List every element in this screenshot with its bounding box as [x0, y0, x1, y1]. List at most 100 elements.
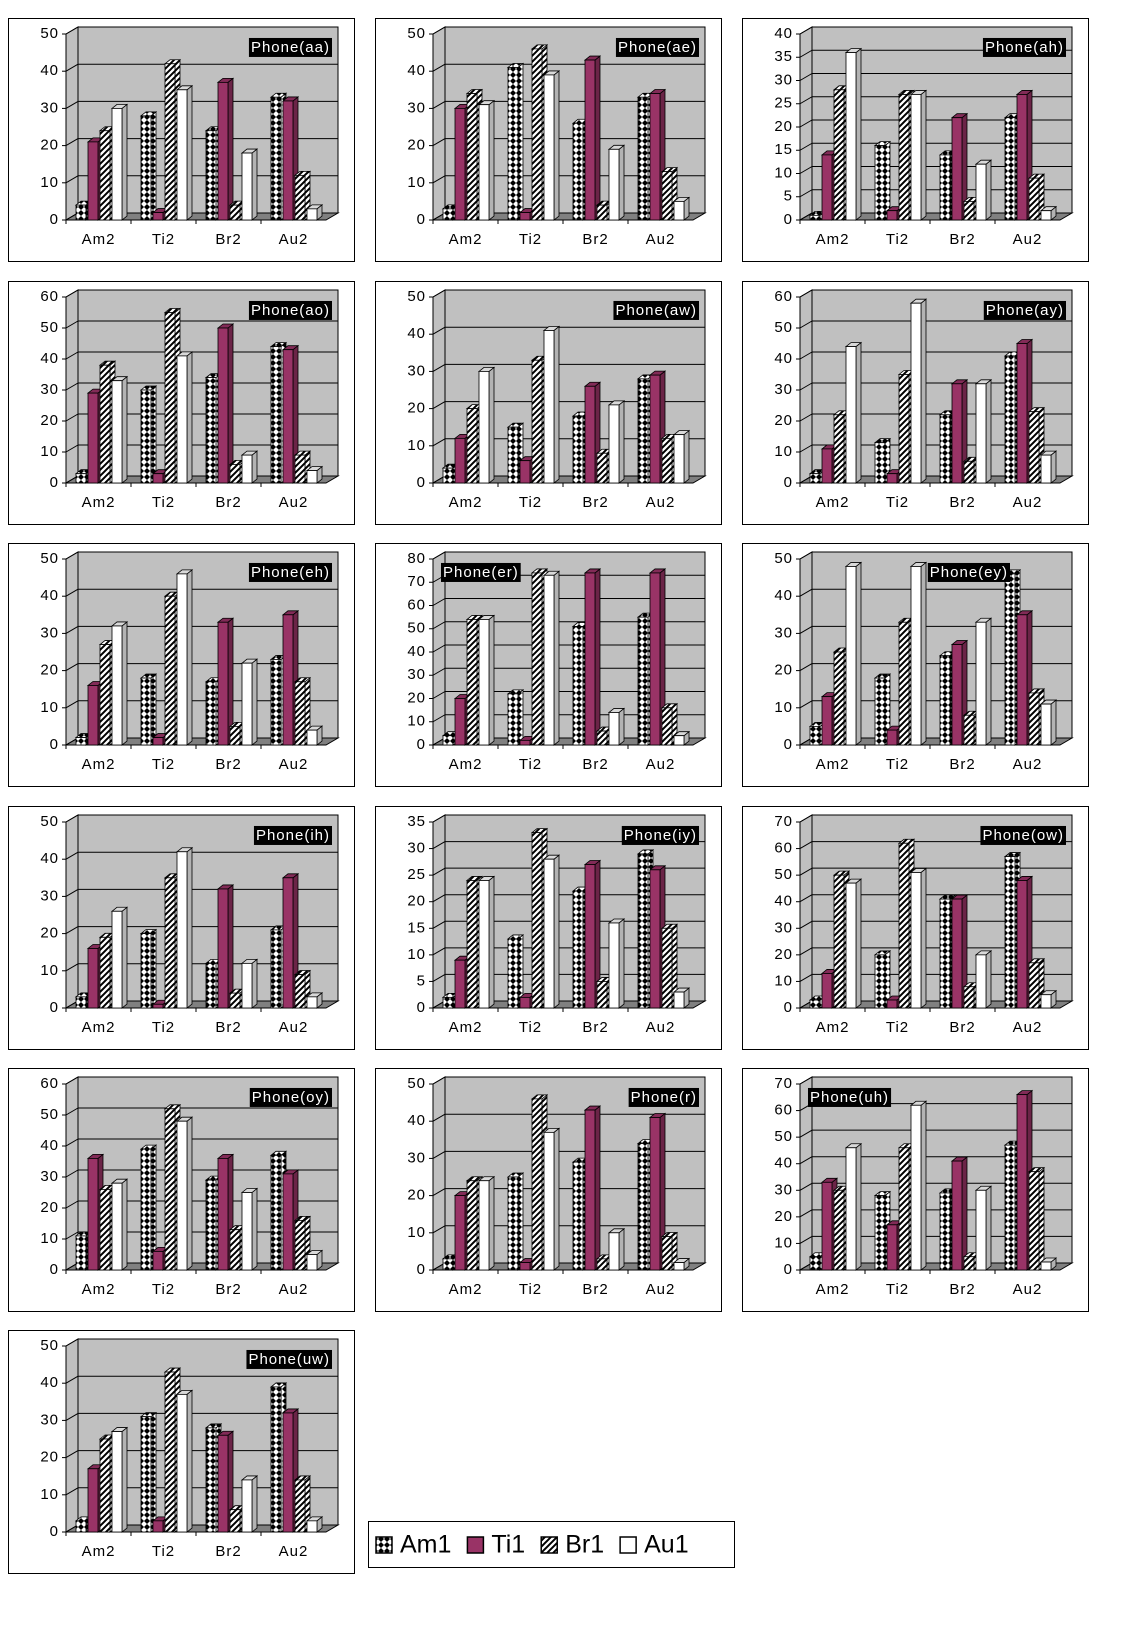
x-tick-label: Ti2 [152, 1543, 175, 1560]
bar-front [294, 1479, 306, 1533]
legend-swatch [466, 1536, 485, 1554]
bar-front [1028, 962, 1040, 1009]
bar [583, 55, 602, 221]
bar-side [251, 148, 258, 221]
bar-front [229, 463, 241, 484]
bar-front [99, 130, 111, 221]
legend-label: Am1 [400, 1531, 451, 1559]
bar-front [661, 171, 673, 221]
y-tick-label: 50 [774, 1128, 793, 1145]
y-tick-label: 40 [774, 1155, 793, 1172]
side-wall [799, 551, 813, 746]
bar-front [75, 1520, 87, 1533]
bar-front [75, 996, 87, 1009]
grid-line [799, 1129, 813, 1138]
bar-front [661, 927, 673, 1009]
grid-line [432, 667, 446, 676]
bar-front [270, 1154, 282, 1271]
y-tick-label: 50 [774, 319, 793, 336]
bar-front [1016, 614, 1028, 746]
y-tick-label: 30 [407, 99, 426, 116]
bar [1027, 1166, 1046, 1271]
bar-side [121, 1426, 128, 1533]
bar-front [951, 1160, 963, 1271]
bar-front [241, 152, 253, 221]
y-tick-label: 10 [407, 713, 426, 730]
bar-front [270, 96, 282, 221]
bar-front [217, 1158, 229, 1271]
bar-side [488, 1175, 495, 1271]
bar-front [176, 1393, 188, 1533]
chart-title: Phone(eh) [251, 564, 330, 581]
bar-side [985, 950, 992, 1009]
bar-front [229, 726, 241, 746]
title-background [249, 1087, 332, 1107]
x-tick-label: Am2 [449, 756, 483, 773]
y-tick-label: 0 [417, 474, 426, 491]
x-tick-label: Br2 [582, 1019, 608, 1036]
legend-swatch [540, 1536, 558, 1554]
grid-line [799, 26, 813, 35]
grid-line [65, 963, 79, 972]
y-tick-label: 30 [774, 71, 793, 88]
y-tick-label: 20 [40, 1199, 59, 1216]
bar [542, 854, 561, 1009]
bar [974, 950, 993, 1009]
grid-line [65, 26, 79, 35]
bar-front [87, 1158, 99, 1271]
bar-front [821, 448, 833, 484]
grid-line [65, 926, 79, 935]
y-tick-label: 20 [40, 925, 59, 942]
bar-front [454, 959, 466, 1009]
bar-side [227, 884, 234, 1009]
bar-front [294, 454, 306, 484]
bar-front [661, 437, 673, 484]
bar-front [111, 910, 123, 1009]
bar-front [87, 948, 99, 1009]
bar-front [75, 473, 87, 484]
x-tick-label: Br2 [582, 756, 608, 773]
grid-line [65, 851, 79, 860]
bar-front [661, 1236, 673, 1271]
bar-front [229, 1509, 241, 1533]
grid-line [799, 551, 813, 560]
bar-side [594, 568, 601, 746]
y-tick-label: 20 [407, 1187, 426, 1204]
y-tick-label: 35 [407, 813, 426, 830]
bar-front [507, 693, 519, 746]
x-tick-label: Am2 [82, 1019, 116, 1036]
grid-line [799, 920, 813, 929]
bar [139, 111, 158, 221]
bar-front [1004, 355, 1016, 484]
bar-side [553, 570, 560, 746]
grid-line [432, 714, 446, 723]
y-tick-label: 0 [417, 211, 426, 228]
bar-front [507, 67, 519, 221]
bar [240, 1475, 259, 1533]
x-tick-label: Am2 [449, 1281, 483, 1298]
y-tick-label: 10 [774, 164, 793, 181]
bar-front [845, 566, 857, 746]
x-tick-label: Ti2 [886, 1019, 909, 1036]
bar-front [649, 572, 661, 746]
grid-line [432, 26, 446, 35]
y-tick-label: 60 [40, 1075, 59, 1092]
bar-front [1028, 411, 1040, 484]
bar-side [186, 1116, 193, 1271]
bar [240, 1187, 259, 1271]
bar-front [898, 94, 910, 221]
bar-front [205, 1427, 217, 1533]
bar-front [543, 858, 555, 1009]
y-tick-label: 30 [40, 887, 59, 904]
x-tick-label: Am2 [816, 1281, 850, 1298]
chart-title-box: Phone(ah) [982, 37, 1066, 57]
bar-front [1004, 573, 1016, 746]
y-tick-label: 50 [40, 25, 59, 42]
y-tick-label: 30 [40, 381, 59, 398]
x-tick-label: Au2 [646, 494, 676, 511]
bar-front [886, 729, 898, 746]
bar-front [898, 842, 910, 1009]
bar-front [910, 872, 922, 1009]
bar [175, 846, 194, 1009]
bar-front [975, 383, 987, 484]
